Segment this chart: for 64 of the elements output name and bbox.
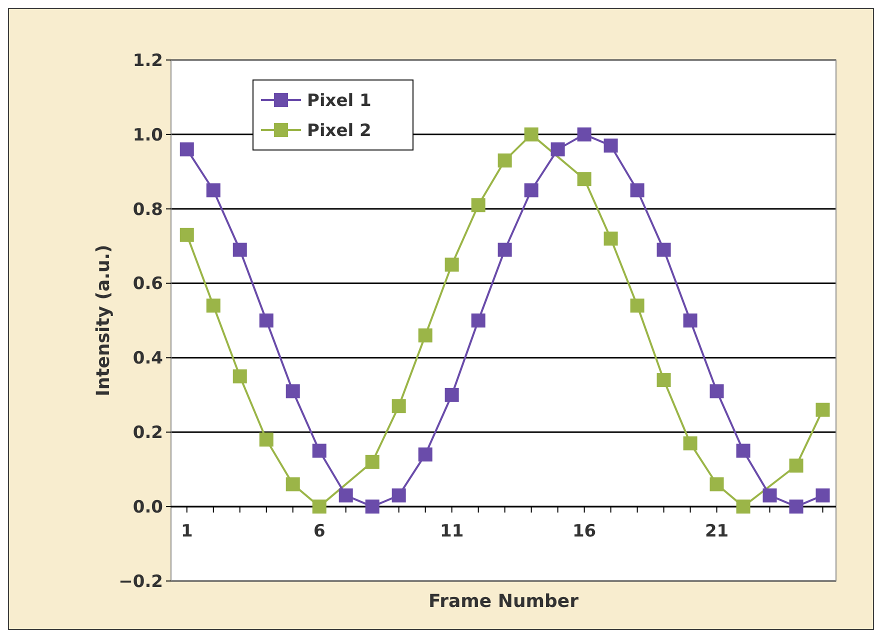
point	[789, 458, 804, 473]
x-tick-label: 1	[180, 522, 193, 542]
x-tick-label: 6	[313, 522, 326, 542]
point	[286, 477, 300, 492]
point	[365, 500, 380, 514]
point	[683, 314, 698, 328]
point	[683, 436, 698, 450]
point	[418, 328, 432, 342]
point	[444, 258, 459, 272]
point	[259, 314, 274, 328]
point	[710, 384, 724, 398]
point	[259, 432, 274, 447]
point	[550, 142, 565, 156]
point	[365, 454, 380, 469]
point	[444, 388, 459, 402]
y-tick-label: 0.4	[132, 348, 164, 369]
point	[471, 314, 486, 328]
point	[286, 384, 300, 398]
legend-label: Pixel 1	[307, 90, 372, 111]
point	[736, 500, 750, 514]
point	[180, 142, 194, 156]
y-tick-label: −0.2	[118, 572, 163, 592]
y-tick-label: 0.2	[132, 423, 163, 444]
point	[392, 488, 406, 502]
point	[524, 127, 538, 142]
point	[312, 444, 326, 458]
y-tick-label: 0.8	[132, 200, 163, 220]
point	[577, 127, 592, 142]
point	[232, 369, 247, 384]
point	[498, 153, 512, 168]
point	[736, 444, 750, 458]
point	[232, 242, 247, 257]
point	[418, 447, 432, 462]
point	[577, 172, 592, 186]
point	[710, 477, 724, 492]
point	[656, 242, 671, 257]
point	[471, 198, 486, 212]
y-tick-label: 1.2	[132, 50, 163, 71]
point	[498, 242, 512, 257]
point	[816, 402, 830, 417]
point	[604, 138, 618, 153]
y-tick-label: 0.0	[132, 498, 164, 518]
point	[604, 232, 618, 246]
point	[762, 488, 777, 502]
point	[656, 373, 671, 388]
point	[630, 298, 644, 313]
x-axis-title: Frame Number	[428, 591, 579, 612]
point	[312, 500, 326, 514]
point	[206, 298, 220, 313]
point	[816, 488, 830, 502]
y-tick-label: 0.6	[132, 274, 163, 294]
x-tick-label: 11	[440, 522, 464, 542]
point	[180, 228, 194, 242]
point	[206, 183, 220, 198]
y-axis-title: Intensity (a.u.)	[93, 244, 114, 396]
x-tick-label: 21	[704, 522, 729, 542]
y-tick-label: 1.0	[132, 125, 164, 146]
legend-label: Pixel 2	[307, 120, 372, 141]
point	[338, 488, 353, 502]
x-tick-label: 16	[572, 522, 596, 542]
point	[789, 500, 804, 514]
point	[630, 183, 644, 198]
point	[524, 183, 538, 198]
point	[392, 399, 406, 414]
